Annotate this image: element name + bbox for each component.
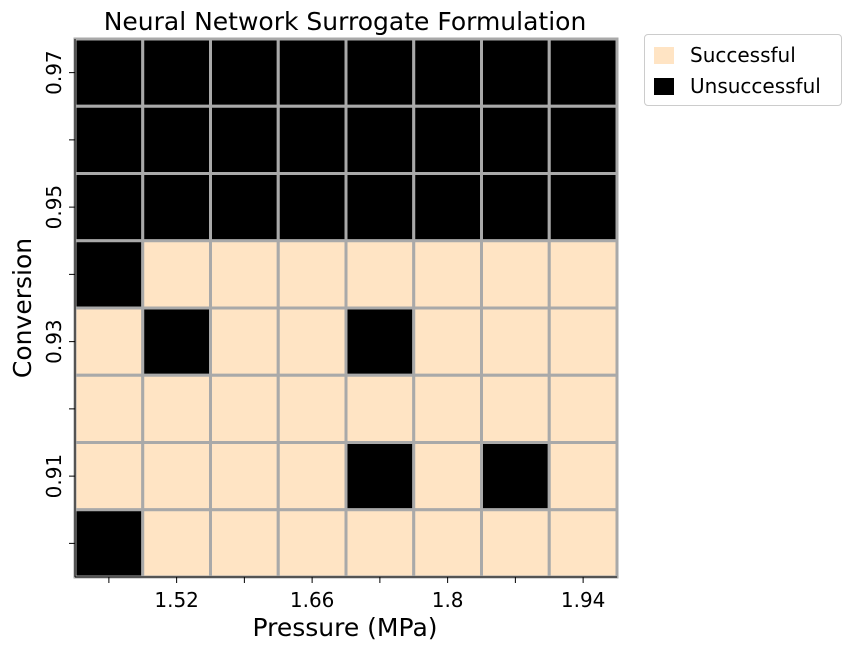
y-axis-label: Conversion: [8, 238, 37, 378]
heatmap-cell: [412, 306, 483, 377]
heatmap-cell: [209, 37, 280, 108]
heatmap-cell: [412, 373, 483, 444]
heatmap-cell: [480, 172, 551, 243]
heatmap-cell: [344, 104, 416, 175]
heatmap-cell: [480, 508, 551, 579]
heatmap-cell: [547, 306, 619, 377]
heatmap-cell: [141, 508, 212, 579]
heatmap-cell: [141, 172, 212, 243]
heatmap-cell: [276, 508, 348, 579]
y-tick-label: 0.97: [42, 50, 66, 95]
heatmap-cell: [480, 104, 551, 175]
heatmap-cell: [344, 37, 416, 108]
y-tick-label: 0.95: [42, 185, 66, 230]
legend-label-successful: Successful: [690, 43, 796, 67]
heatmap-cell: [547, 441, 619, 512]
heatmap-cell: [412, 37, 483, 108]
heatmap-cell: [73, 104, 145, 175]
heatmap-cell: [547, 104, 619, 175]
heatmap-cell: [276, 373, 348, 444]
heatmap-cell: [412, 441, 483, 512]
chart-title: Neural Network Surrogate Formulation: [104, 7, 587, 36]
heatmap-cell: [73, 508, 145, 579]
heatmap-cell: [73, 373, 145, 444]
x-tick-label: 1.94: [561, 588, 606, 612]
x-tick-label: 1.66: [290, 588, 335, 612]
heatmap-cell: [480, 441, 551, 512]
heatmap-cell: [141, 306, 212, 377]
heatmap-cell: [344, 441, 416, 512]
heatmap-cell: [412, 172, 483, 243]
heatmap-cell: [209, 239, 280, 310]
heatmap-cell: [547, 37, 619, 108]
heatmap-cell: [276, 37, 348, 108]
heatmap-cell: [141, 239, 212, 310]
legend-swatch-successful: [654, 46, 674, 64]
heatmap-cell: [209, 306, 280, 377]
heatmap-cell: [276, 172, 348, 243]
heatmap-cell: [141, 104, 212, 175]
heatmap-cell: [344, 306, 416, 377]
heatmap-cell: [209, 104, 280, 175]
heatmap-cell: [141, 373, 212, 444]
heatmap-cell: [480, 306, 551, 377]
heatmap-cell: [73, 37, 145, 108]
heatmap-cell: [73, 172, 145, 243]
heatmap-cell: [73, 441, 145, 512]
heatmap-cell: [344, 373, 416, 444]
heatmap-cell: [412, 104, 483, 175]
heatmap-cell: [276, 306, 348, 377]
heatmap-cells: [73, 37, 619, 579]
heatmap-cell: [412, 239, 483, 310]
heatmap-cell: [344, 239, 416, 310]
x-tick-label: 1.8: [432, 588, 464, 612]
heatmap-cell: [547, 373, 619, 444]
heatmap-cell: [547, 239, 619, 310]
axes: 1.52 1.66 1.8 1.94 0.97 0.95 0.93 0.91: [42, 39, 617, 612]
heatmap-cell: [73, 239, 145, 310]
y-tick-label: 0.93: [42, 319, 66, 364]
heatmap-cell: [344, 172, 416, 243]
x-axis-label: Pressure (MPa): [252, 613, 437, 642]
legend-swatch-unsuccessful: [654, 77, 674, 95]
heatmap-cell: [141, 441, 212, 512]
legend-item-successful: Successful: [654, 43, 796, 67]
heatmap-cell: [209, 172, 280, 243]
heatmap-cell: [547, 172, 619, 243]
heatmap-cell: [480, 37, 551, 108]
heatmap-cell: [344, 508, 416, 579]
heatmap-cell: [73, 306, 145, 377]
heatmap-cell: [480, 239, 551, 310]
heatmap-cell: [276, 441, 348, 512]
heatmap-cell: [276, 104, 348, 175]
heatmap-cell: [276, 239, 348, 310]
heatmap-cell: [547, 508, 619, 579]
y-tick-label: 0.91: [42, 454, 66, 499]
x-tick-label: 1.52: [154, 588, 199, 612]
heatmap-cell: [209, 373, 280, 444]
legend-item-unsuccessful: Unsuccessful: [654, 74, 821, 98]
heatmap-cell: [480, 373, 551, 444]
heatmap-cell: [141, 37, 212, 108]
heatmap-cell: [209, 441, 280, 512]
heatmap-cell: [209, 508, 280, 579]
legend: Successful Unsuccessful: [644, 34, 842, 106]
heatmap-cell: [412, 508, 483, 579]
legend-label-unsuccessful: Unsuccessful: [690, 74, 821, 98]
